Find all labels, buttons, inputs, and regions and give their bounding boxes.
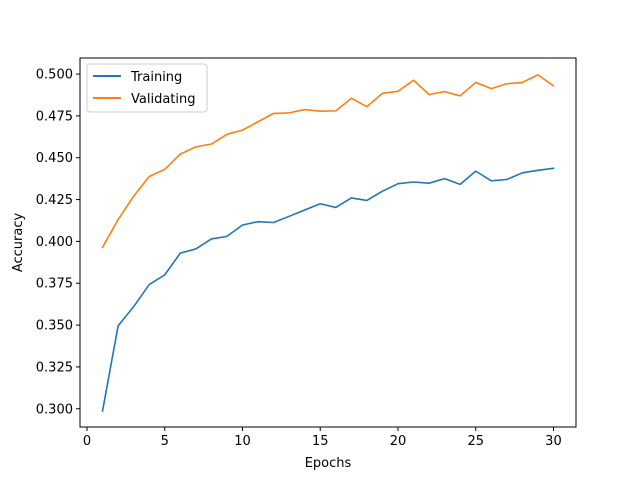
- y-tick-label: 0.375: [36, 277, 73, 292]
- x-tick-label: 30: [545, 434, 562, 449]
- series-line-validating: [101, 74, 555, 249]
- plot-frame: [79, 57, 577, 428]
- x-tick-label: 0: [83, 434, 91, 449]
- series-line-training: [101, 167, 555, 412]
- legend-label-validating: Validating: [131, 92, 196, 107]
- y-tick-label: 0.300: [36, 402, 73, 417]
- y-tick-label: 0.350: [36, 319, 73, 334]
- y-tick-label: 0.400: [36, 235, 73, 250]
- legend: Training Validating: [86, 63, 208, 113]
- series-layer: [101, 74, 555, 412]
- x-tick-label: 25: [467, 434, 484, 449]
- y-tick-label: 0.500: [36, 68, 73, 83]
- y-tick-label: 0.475: [36, 109, 73, 124]
- x-tick-label: 20: [390, 434, 407, 449]
- y-tick-label: 0.325: [36, 360, 73, 375]
- x-tick-label: 10: [234, 434, 251, 449]
- x-axis-ticks: 0 5 10 15 20 25 30: [83, 427, 562, 449]
- y-tick-label: 0.425: [36, 193, 73, 208]
- legend-label-training: Training: [130, 70, 182, 85]
- y-axis-ticks: 0.300 0.325 0.350 0.375 0.400 0.425 0.450 0.475…: [36, 68, 80, 417]
- x-tick-label: 5: [161, 434, 169, 449]
- x-axis-label: Epochs: [305, 456, 352, 471]
- y-tick-label: 0.450: [36, 151, 73, 166]
- y-axis-label: Accuracy: [11, 213, 26, 273]
- x-tick-label: 15: [312, 434, 329, 449]
